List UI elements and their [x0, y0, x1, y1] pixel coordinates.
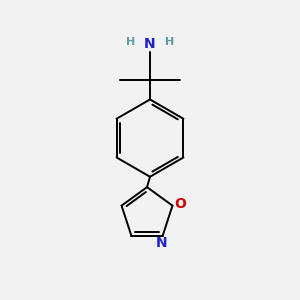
Text: N: N [144, 38, 156, 52]
Text: O: O [174, 197, 186, 211]
Text: N: N [155, 236, 167, 250]
Text: H: H [126, 37, 135, 46]
Text: H: H [165, 37, 174, 46]
